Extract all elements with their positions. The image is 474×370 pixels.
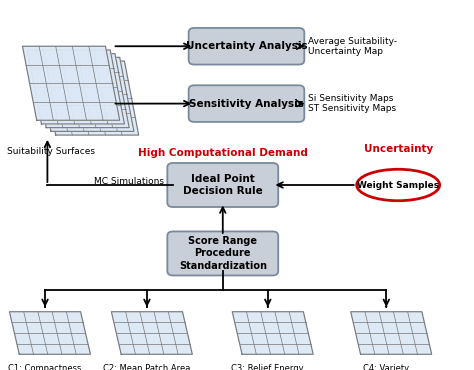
FancyBboxPatch shape	[167, 163, 278, 207]
Polygon shape	[23, 46, 119, 120]
Text: High Computational Demand: High Computational Demand	[138, 148, 308, 158]
Text: Average Suitability-
Uncertainty Map: Average Suitability- Uncertainty Map	[308, 37, 397, 56]
FancyBboxPatch shape	[189, 28, 304, 64]
Text: Weight Samples: Weight Samples	[357, 181, 439, 189]
Text: C3: Relief Energy: C3: Relief Energy	[231, 363, 304, 370]
Ellipse shape	[356, 169, 439, 201]
Text: Ideal Point
Decision Rule: Ideal Point Decision Rule	[183, 174, 263, 196]
FancyBboxPatch shape	[189, 85, 304, 122]
Polygon shape	[351, 312, 432, 354]
Text: Si Sensitivity Maps
ST Sensitivity Maps: Si Sensitivity Maps ST Sensitivity Maps	[308, 94, 396, 113]
Polygon shape	[9, 312, 91, 354]
Polygon shape	[37, 57, 134, 131]
Polygon shape	[32, 54, 129, 128]
Text: C4: Variety: C4: Variety	[363, 363, 410, 370]
Text: Suitability Surfaces: Suitability Surfaces	[7, 147, 95, 156]
Polygon shape	[27, 50, 124, 124]
Text: C2: Mean Patch Area: C2: Mean Patch Area	[103, 363, 191, 370]
Text: Uncertainty Analysis: Uncertainty Analysis	[186, 41, 307, 51]
Text: Sensitivity Analysis: Sensitivity Analysis	[189, 98, 304, 109]
Polygon shape	[42, 61, 138, 135]
Text: MC Simulations: MC Simulations	[93, 177, 164, 186]
Text: Uncertainty: Uncertainty	[364, 144, 433, 154]
Polygon shape	[232, 312, 313, 354]
Polygon shape	[111, 312, 192, 354]
FancyBboxPatch shape	[167, 232, 278, 275]
Text: C1: Compactness: C1: Compactness	[9, 363, 82, 370]
Text: Score Range
Procedure
Standardization: Score Range Procedure Standardization	[179, 236, 267, 271]
